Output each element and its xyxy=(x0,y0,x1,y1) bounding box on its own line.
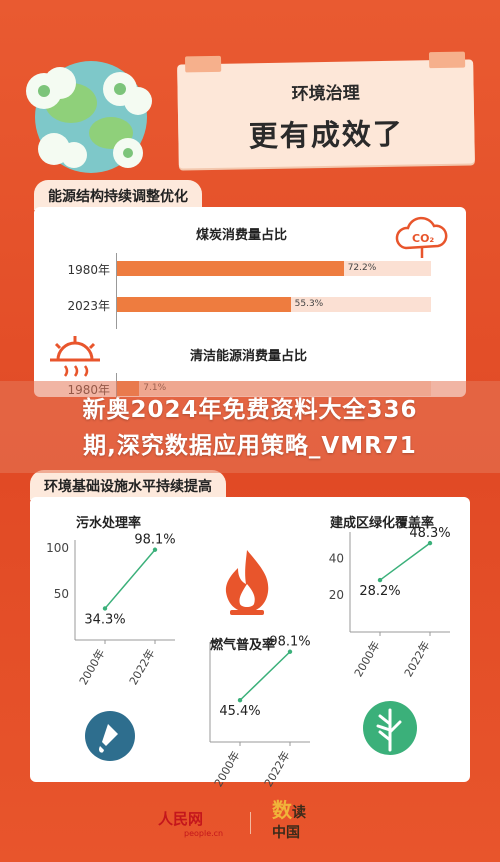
watermark-line-1: 新奥2024年免费资料大全336 xyxy=(82,397,418,423)
footer-divider xyxy=(250,812,251,834)
data-china-logo[interactable]: 数读 中国 xyxy=(272,800,306,843)
bar xyxy=(117,297,291,312)
bar-axis xyxy=(116,253,117,329)
data-point xyxy=(102,606,108,611)
watermark-banner xyxy=(0,381,500,473)
data-china-logo-b: 读 xyxy=(292,805,306,821)
panel-infra-tag: 环境基础设施水平持续提高 xyxy=(30,470,226,500)
clean-chart-title: 清洁能源消费量占比 xyxy=(190,349,308,364)
bar-category-label: 1980年 xyxy=(67,263,110,277)
flame-icon xyxy=(225,550,269,615)
watermark-line-2: 期,深究数据应用策略_VMR71 xyxy=(83,433,417,459)
data-point xyxy=(237,698,243,703)
co2-cloud-icon: CO₂ xyxy=(395,216,448,258)
x-tick-label: 2022年 xyxy=(261,749,293,790)
bar xyxy=(117,261,344,276)
x-tick-label: 2000年 xyxy=(76,647,108,688)
y-tick-label: 100 xyxy=(46,541,69,555)
water-drop-icon xyxy=(85,711,135,761)
y-tick-label: 20 xyxy=(329,588,344,602)
panel-energy-tag: 能源结构持续调整优化 xyxy=(34,180,202,210)
data-china-logo-a: 数 xyxy=(272,798,292,822)
y-tick-label: 50 xyxy=(54,587,69,601)
watermark-text: 新奥2024年免费资料大全336 期,深究数据应用策略_VMR71 xyxy=(0,392,500,464)
data-label: 98.1% xyxy=(134,533,175,548)
people-cn-logo-text: 人民网 xyxy=(158,810,204,828)
bar-value-label: 72.2% xyxy=(347,263,377,273)
bar-category-label: 2023年 xyxy=(67,299,110,313)
data-point xyxy=(152,547,158,552)
series-line xyxy=(239,651,291,701)
bar-value-label: 55.3% xyxy=(294,299,324,309)
coal-chart-title: 煤炭消费量占比 xyxy=(196,228,288,243)
x-tick-label: 2000年 xyxy=(211,749,243,790)
svg-text:CO₂: CO₂ xyxy=(412,232,434,245)
series-line xyxy=(104,549,156,609)
data-label: 48.3% xyxy=(409,526,450,541)
y-tick-label: 40 xyxy=(329,551,344,565)
data-label: 28.2% xyxy=(359,584,400,599)
greening-chart-title: 建成区绿化覆盖率 xyxy=(330,516,435,531)
x-tick-label: 2022年 xyxy=(401,639,433,680)
data-point xyxy=(377,577,383,583)
series-line xyxy=(379,542,431,581)
x-tick-label: 2000年 xyxy=(351,639,383,680)
people-cn-logo[interactable]: 人民网 people.cn xyxy=(158,808,223,838)
data-point xyxy=(427,540,433,546)
data-label: 34.3% xyxy=(84,612,125,627)
tree-icon xyxy=(363,701,417,755)
gas-chart-title: 燃气普及率 xyxy=(210,638,276,653)
data-china-logo-c: 中国 xyxy=(272,825,300,841)
data-label: 45.4% xyxy=(219,704,260,719)
sun-heat-icon xyxy=(50,336,100,377)
x-tick-label: 2022年 xyxy=(126,647,158,688)
data-point xyxy=(287,649,293,654)
earth-illustration-icon xyxy=(26,61,152,173)
sewage-chart-title: 污水处理率 xyxy=(76,516,142,531)
people-cn-logo-sub: people.cn xyxy=(184,829,224,838)
data-label: 98.1% xyxy=(269,635,310,650)
